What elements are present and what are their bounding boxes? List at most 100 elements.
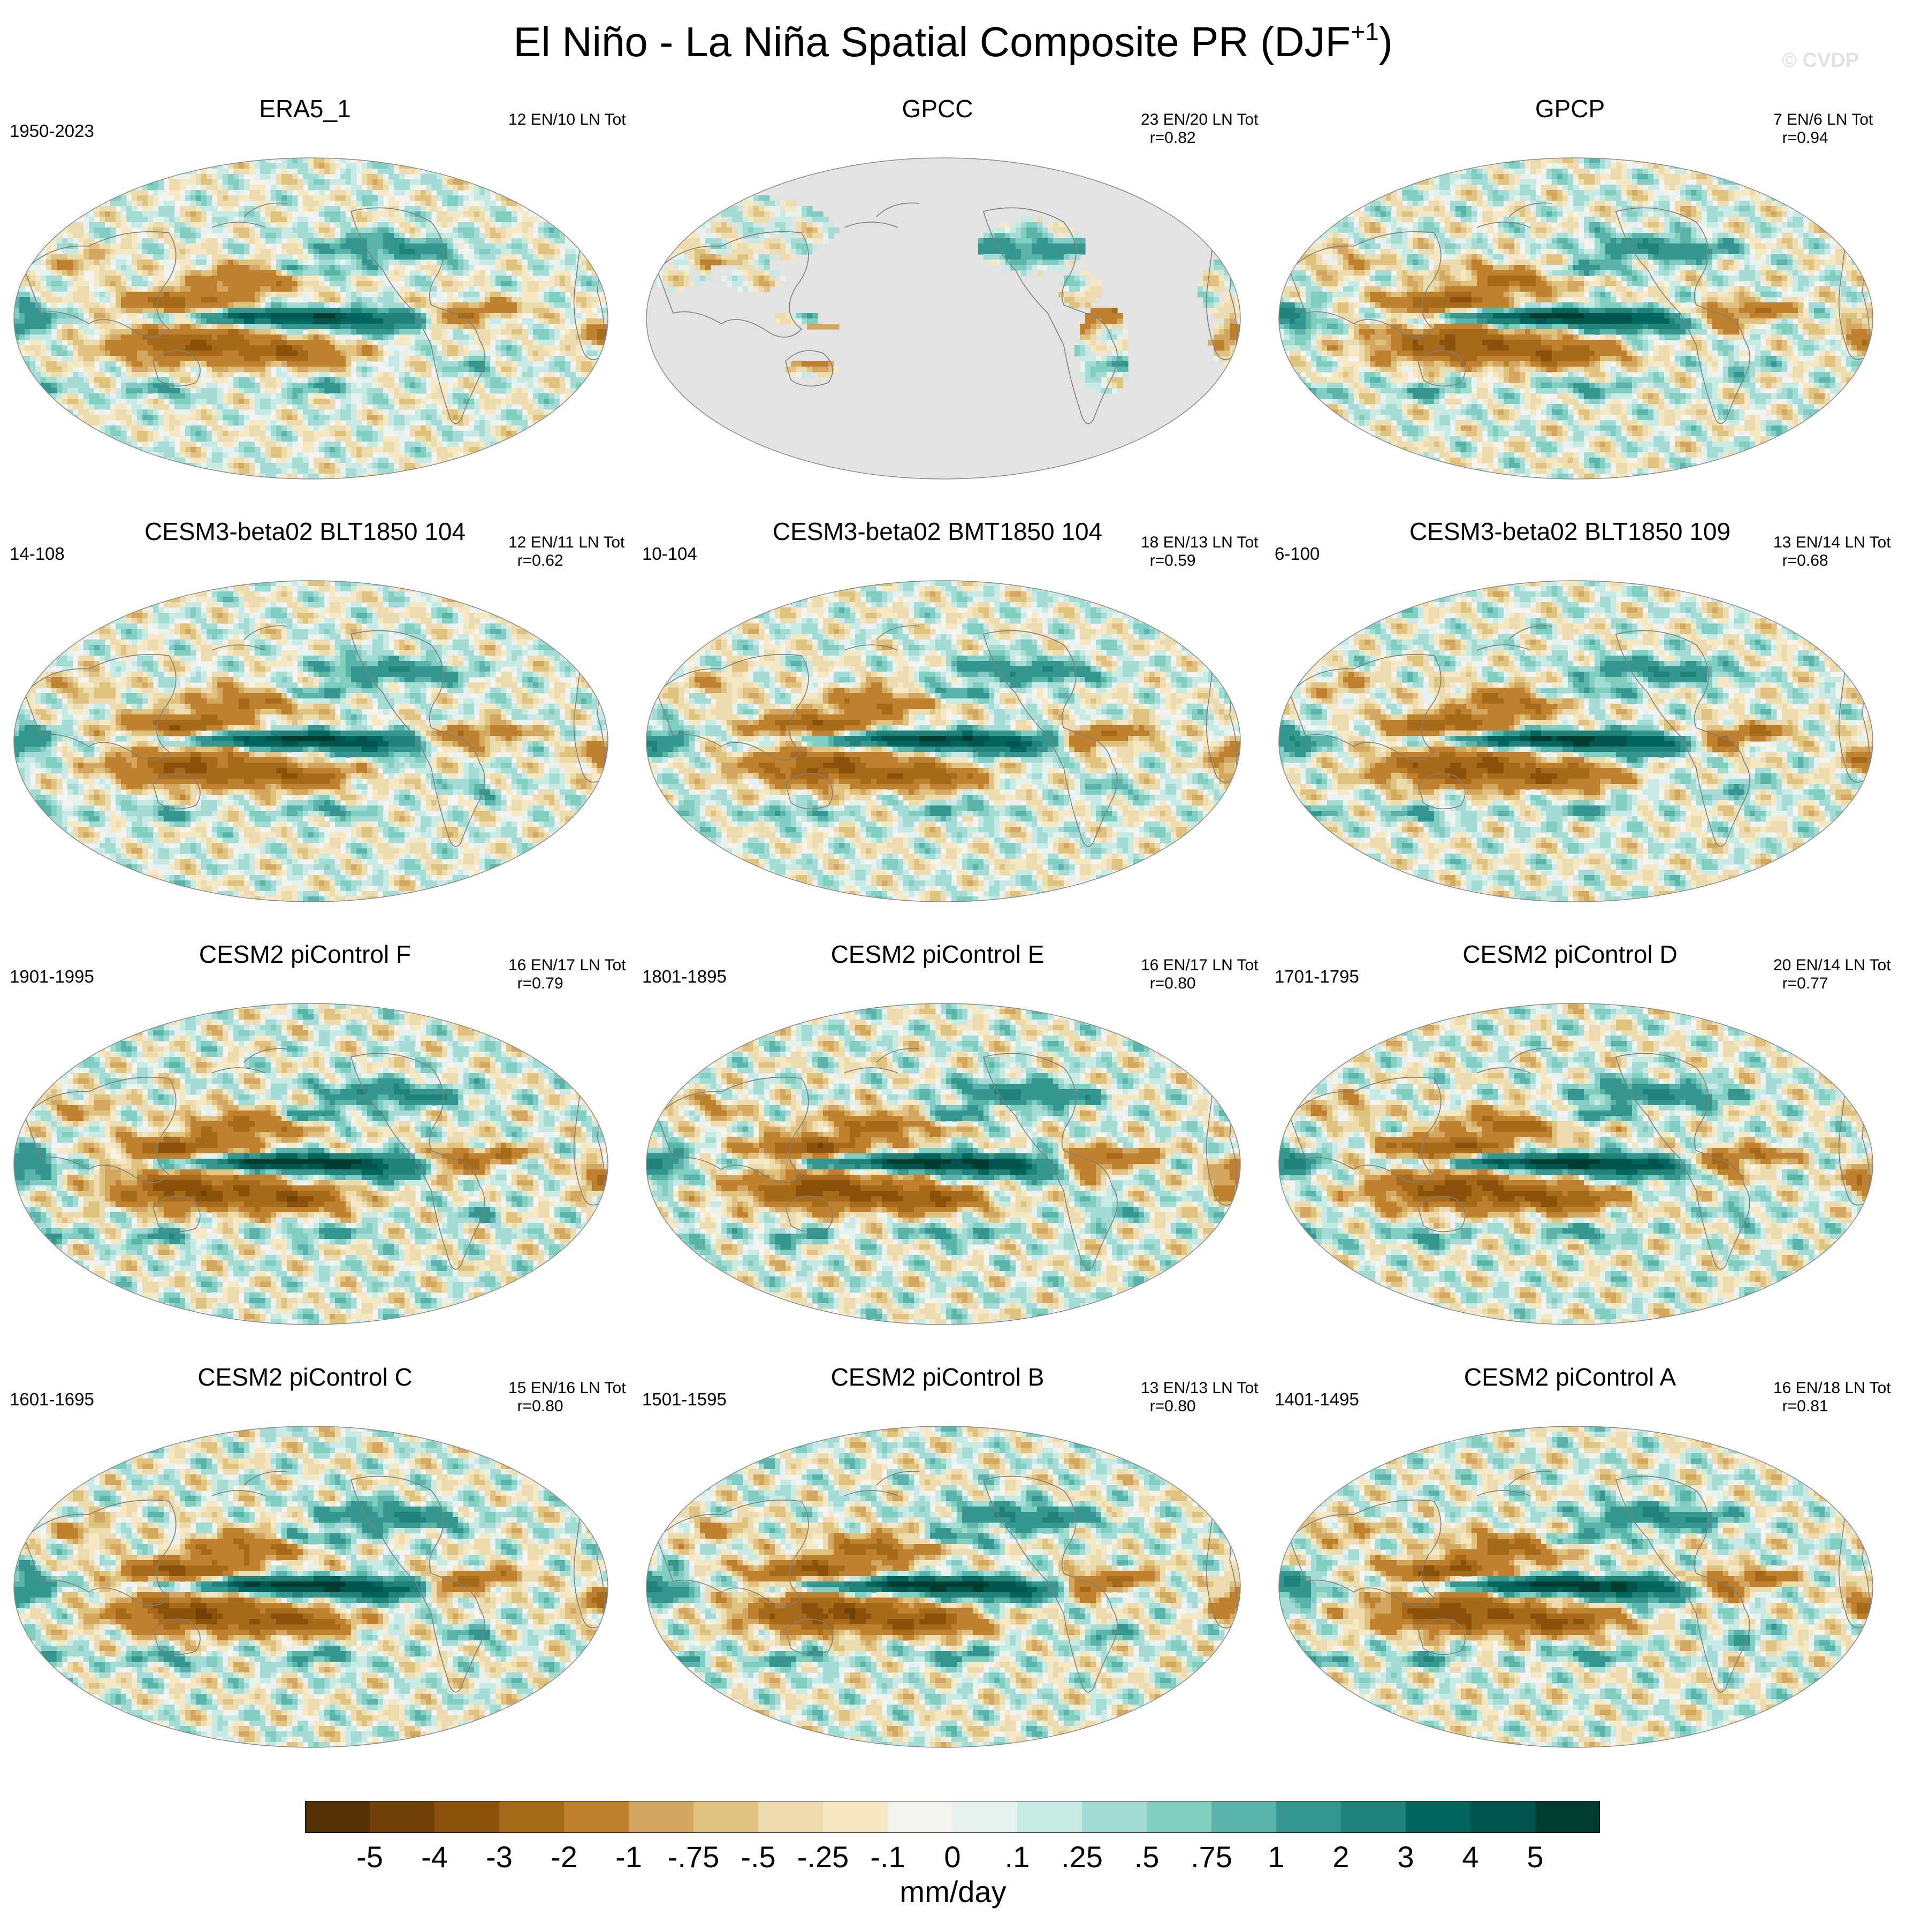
precip-cell — [415, 383, 421, 389]
precip-cell — [501, 222, 507, 228]
precip-cell — [83, 265, 89, 271]
precip-cell — [479, 431, 485, 437]
precip-cell — [116, 340, 121, 346]
precip-cell — [287, 313, 293, 319]
precip-cell — [351, 420, 357, 426]
precip-cell — [544, 329, 550, 335]
precip-cell — [201, 361, 207, 367]
precip-cell — [121, 377, 127, 383]
precip-cell — [367, 367, 373, 372]
precip-cell — [581, 281, 587, 287]
precip-cell — [517, 425, 523, 431]
precip-cell — [94, 377, 100, 383]
precip-cell — [233, 468, 239, 474]
precip-cell — [485, 206, 491, 212]
precip-cell — [330, 468, 336, 474]
precip-cell — [388, 318, 394, 324]
precip-cell — [340, 399, 346, 405]
precip-cell — [164, 356, 170, 362]
precip-cell — [442, 313, 448, 319]
precip-cell — [142, 265, 148, 271]
precip-cell — [346, 174, 352, 180]
precip-cell — [351, 409, 357, 415]
precip-cell — [485, 318, 491, 324]
precip-cell — [148, 308, 154, 314]
precip-cell — [308, 318, 314, 324]
precip-cell — [367, 356, 373, 362]
precip-cell — [196, 399, 202, 405]
precip-cell — [174, 270, 180, 276]
precip-cell — [46, 313, 52, 319]
precip-cell — [597, 345, 603, 351]
precip-cell — [431, 399, 437, 405]
precip-cell — [228, 297, 234, 303]
precip-cell — [565, 388, 571, 394]
precip-cell — [421, 415, 426, 421]
precip-cell — [340, 195, 346, 201]
precip-cell — [431, 174, 437, 180]
precip-cell — [405, 185, 410, 191]
precip-cell — [180, 233, 186, 239]
precip-cell — [217, 179, 223, 185]
precip-cell — [126, 356, 132, 362]
precip-cell — [255, 356, 261, 362]
precip-cell — [116, 286, 121, 292]
precip-cell — [110, 431, 116, 437]
precip-cell — [544, 340, 550, 346]
precip-cell — [78, 404, 84, 410]
precip-cell — [351, 249, 357, 255]
precip-cell — [287, 163, 293, 169]
precip-cell — [362, 377, 368, 383]
precip-cell — [442, 340, 448, 346]
precip-cell — [549, 340, 555, 346]
precip-cell — [287, 377, 293, 383]
precip-cell — [228, 393, 234, 399]
precip-cell — [67, 260, 73, 265]
precip-cell — [132, 356, 138, 362]
precip-cell — [544, 404, 550, 410]
precip-cell — [201, 388, 207, 394]
precip-cell — [372, 179, 378, 185]
precip-cell — [158, 361, 164, 367]
precip-cell — [437, 356, 443, 362]
precip-cell — [292, 308, 298, 314]
precip-cell — [554, 265, 560, 271]
precip-cell — [180, 361, 186, 367]
precip-cell — [421, 281, 426, 287]
precip-cell — [447, 270, 453, 276]
precip-cell — [437, 452, 443, 458]
precip-cell — [228, 399, 234, 405]
precip-cell — [153, 442, 159, 447]
precip-cell — [538, 404, 544, 410]
precip-cell — [501, 292, 507, 298]
precip-cell — [533, 244, 539, 249]
precip-cell — [405, 377, 410, 383]
precip-cell — [142, 334, 148, 340]
precip-cell — [121, 238, 127, 244]
precip-cell — [495, 286, 501, 292]
precip-cell — [105, 383, 111, 389]
precip-cell — [223, 468, 228, 474]
precip-cell — [271, 254, 277, 260]
precip-cell — [330, 211, 336, 217]
precip-cell — [223, 452, 228, 458]
precip-cell — [180, 244, 186, 249]
precip-cell — [453, 270, 459, 276]
precip-cell — [458, 174, 464, 180]
precip-cell — [495, 367, 501, 372]
precip-cell — [185, 308, 191, 314]
precip-cell — [105, 420, 111, 426]
precip-cell — [388, 404, 394, 410]
precip-cell — [576, 377, 582, 383]
precip-cell — [335, 345, 341, 351]
precip-cell — [217, 345, 223, 351]
precip-cell — [244, 356, 250, 362]
precip-cell — [260, 383, 266, 389]
precip-cell — [169, 281, 175, 287]
precip-cell — [469, 260, 475, 265]
precip-cell — [153, 292, 159, 298]
precip-cell — [372, 260, 378, 265]
precip-cell — [126, 286, 132, 292]
precip-cell — [565, 286, 571, 292]
precip-cell — [581, 367, 587, 372]
